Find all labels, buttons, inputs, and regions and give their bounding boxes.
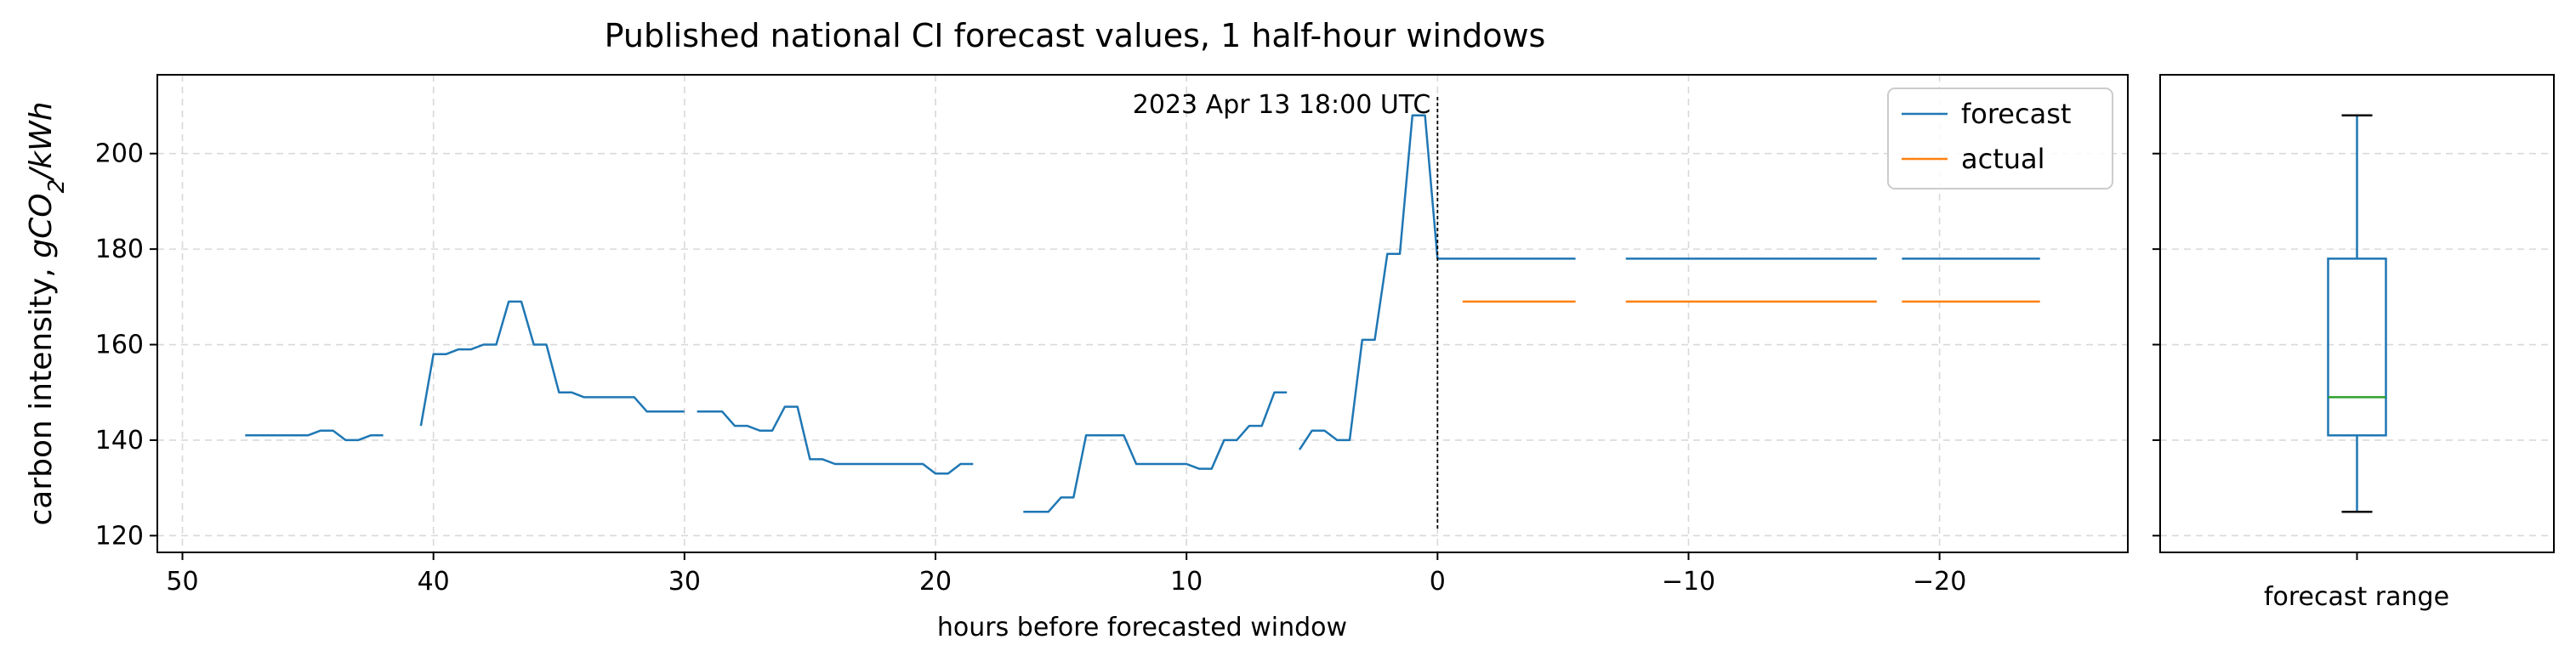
main-plot-frame [156, 74, 2129, 553]
y-axis-label-subscript: 2 [44, 179, 70, 194]
y-axis-label-unit-suffix: /kWh [24, 101, 59, 181]
series-forecast-segment-1 [419, 300, 685, 427]
series-forecast-segment-3 [1023, 391, 1288, 513]
box-x-label: forecast range [2264, 582, 2449, 612]
x-axis-label: hours before forecasted window [937, 613, 1347, 642]
x-tick-label-1: 40 [418, 567, 450, 597]
y-tick-label-3: 180 [95, 235, 144, 264]
y-tick-label-1: 140 [95, 426, 144, 455]
box-iqr [2327, 257, 2387, 437]
x-tick-label-7: −20 [1913, 567, 1966, 597]
y-tick-label-0: 120 [95, 521, 144, 551]
series-forecast-segment-0 [245, 429, 384, 442]
box-marks [2327, 114, 2387, 513]
legend-actual-label: actual [1961, 143, 2045, 175]
x-tick-label-4: 10 [1170, 567, 1203, 597]
x-tick-label-0: 50 [166, 567, 198, 597]
y-axis-label-prefix: carbon intensity, [24, 258, 59, 526]
series-forecast-segment-4 [1298, 114, 1439, 450]
main-plot: 2023 Apr 13 18:00 UTC 50 40 30 20 10 0 −10 −20 … [24, 74, 2129, 642]
x-tick-label-6: −10 [1662, 567, 1715, 597]
legend-forecast-label: forecast [1961, 98, 2071, 130]
y-tick-label-4: 200 [95, 139, 144, 169]
y-axis-label-unit: gCO [24, 193, 59, 257]
main-x-axis: 50 40 30 20 10 0 −10 −20 [166, 552, 1966, 597]
y-axis-label: carbon intensity, gCO2/kWh [24, 101, 70, 525]
box-y-axis [2152, 152, 2358, 560]
x-tick-label-5: 0 [1430, 567, 1446, 597]
y-tick-label-2: 160 [95, 331, 144, 360]
main-y-axis: 120 140 160 180 200 [95, 139, 157, 551]
x-tick-label-3: 20 [919, 567, 952, 597]
main-series [245, 114, 2040, 513]
x-tick-label-2: 30 [668, 567, 701, 597]
series-forecast-segment-2 [697, 405, 974, 475]
chart-title: Published national CI forecast values, 1… [605, 17, 1546, 54]
box-plot: forecast range [2152, 74, 2555, 612]
legend: forecast actual [1887, 88, 2113, 190]
window-annotation: 2023 Apr 13 18:00 UTC [1133, 90, 1431, 120]
